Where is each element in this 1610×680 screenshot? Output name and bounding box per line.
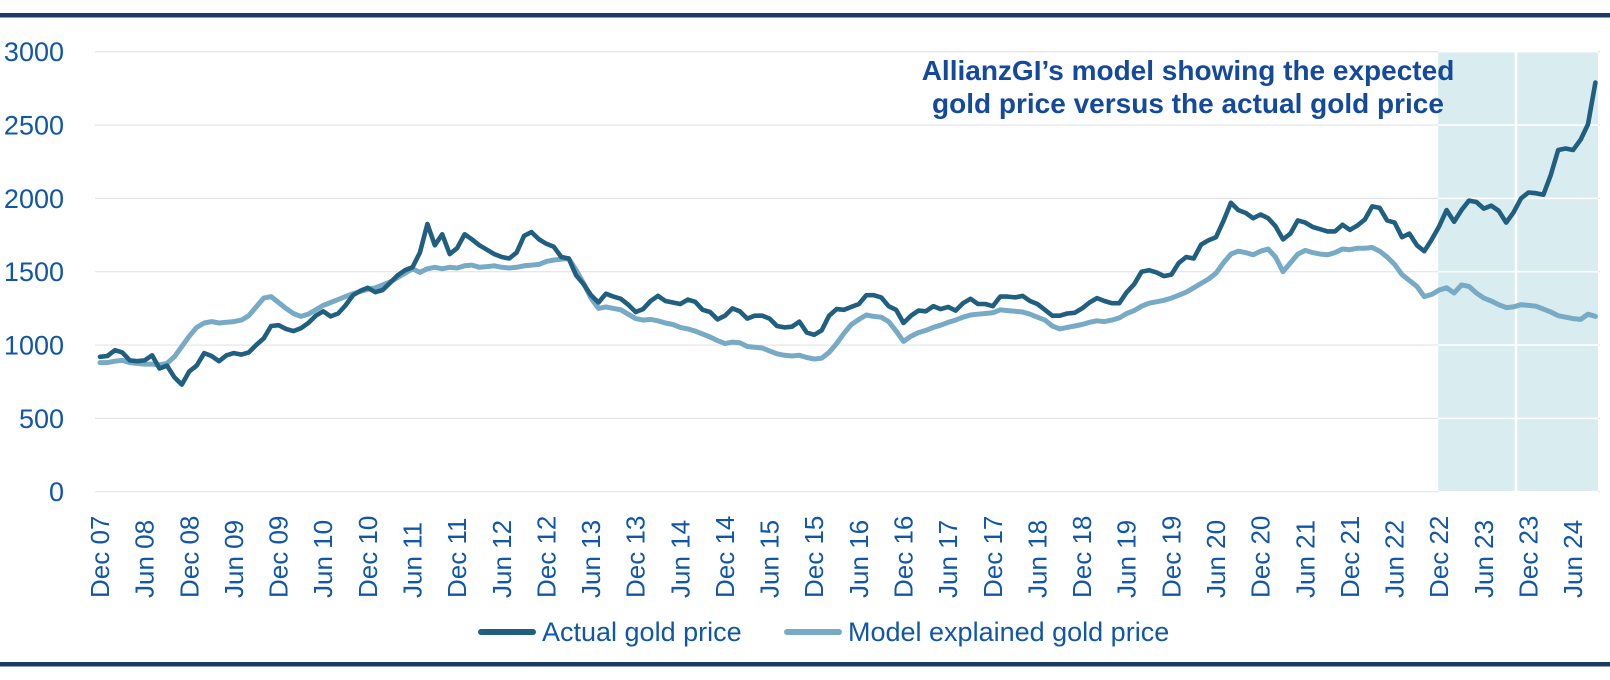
- chart-title-line1: AllianzGI’s model showing the expected: [922, 55, 1455, 86]
- x-tick-label: Jun 24: [1558, 520, 1588, 598]
- x-tick-label: Dec 08: [174, 516, 204, 598]
- y-tick-label: 0: [49, 477, 64, 507]
- y-tick-label: 500: [19, 404, 64, 434]
- y-tick-label: 1500: [4, 257, 64, 287]
- x-tick-label: Dec 13: [621, 516, 651, 598]
- x-tick-label: Jun 09: [219, 520, 249, 598]
- x-tick-label: Jun 14: [665, 520, 695, 598]
- top-rule: [0, 13, 1610, 18]
- gridlines: [95, 51, 1600, 493]
- x-tick-label: Dec 10: [353, 516, 383, 598]
- actual-gold-price-line: [97, 80, 1598, 387]
- x-tick-label: Jun 21: [1290, 520, 1320, 598]
- x-tick-label: Jun 16: [844, 520, 874, 598]
- x-tick-label: Dec 19: [1156, 516, 1186, 598]
- x-tick-label: Dec 14: [710, 516, 740, 598]
- x-tick-label: Jun 12: [487, 520, 517, 598]
- x-tick-label: Dec 15: [799, 516, 829, 598]
- legend: Actual gold price Model explained gold p…: [478, 617, 1169, 647]
- x-tick-label: Jun 11: [398, 522, 428, 598]
- chart-title-line2: gold price versus the actual gold price: [932, 88, 1444, 119]
- x-tick-label: Jun 22: [1380, 520, 1410, 598]
- x-tick-label: Dec 17: [978, 516, 1008, 598]
- x-tick-label: Dec 09: [264, 516, 294, 598]
- x-tick-label: Dec 12: [531, 516, 561, 598]
- x-axis-labels: Dec 07 Jun 08 Dec 08 Jun 09 Dec 09 Jun 10 Dec …: [85, 516, 1588, 598]
- x-tick-label: Jun 18: [1022, 520, 1052, 598]
- series-lines: [97, 80, 1598, 387]
- x-tick-label: Jun 08: [130, 520, 160, 598]
- x-tick-label: Dec 16: [889, 516, 919, 598]
- y-axis-labels: 0 500 1000 1500 2000 2500 3000: [4, 37, 64, 507]
- x-tick-label: Dec 18: [1067, 516, 1097, 598]
- model-explained-gold-price-line: [97, 245, 1598, 368]
- y-tick-label: 3000: [4, 37, 64, 67]
- x-tick-label: Dec 11: [442, 518, 472, 598]
- x-tick-label: Dec 23: [1514, 516, 1544, 598]
- x-tick-label: Dec 07: [85, 516, 115, 598]
- bottom-rule: [0, 662, 1610, 667]
- x-tick-label: Jun 20: [1201, 520, 1231, 598]
- x-tick-label: Jun 15: [755, 520, 785, 598]
- y-tick-label: 2500: [4, 111, 64, 141]
- y-tick-label: 1000: [4, 331, 64, 361]
- x-tick-label: Jun 17: [933, 520, 963, 598]
- legend-label-model-explained-gold-price: Model explained gold price: [848, 617, 1169, 647]
- x-tick-label: Dec 22: [1424, 516, 1454, 598]
- x-tick-label: Jun 10: [308, 520, 338, 598]
- y-tick-label: 2000: [4, 184, 64, 214]
- gridlines-in-highlight: [1438, 50, 1598, 493]
- x-tick-label: Jun 13: [576, 520, 606, 598]
- x-tick-label: Jun 19: [1112, 520, 1142, 598]
- x-tick-label: Dec 21: [1335, 516, 1365, 598]
- x-tick-label: Jun 23: [1469, 520, 1499, 598]
- x-tick-label: Dec 20: [1246, 516, 1276, 598]
- chart-title: AllianzGI’s model showing the expected g…: [922, 55, 1455, 119]
- legend-label-actual-gold-price: Actual gold price: [542, 617, 742, 647]
